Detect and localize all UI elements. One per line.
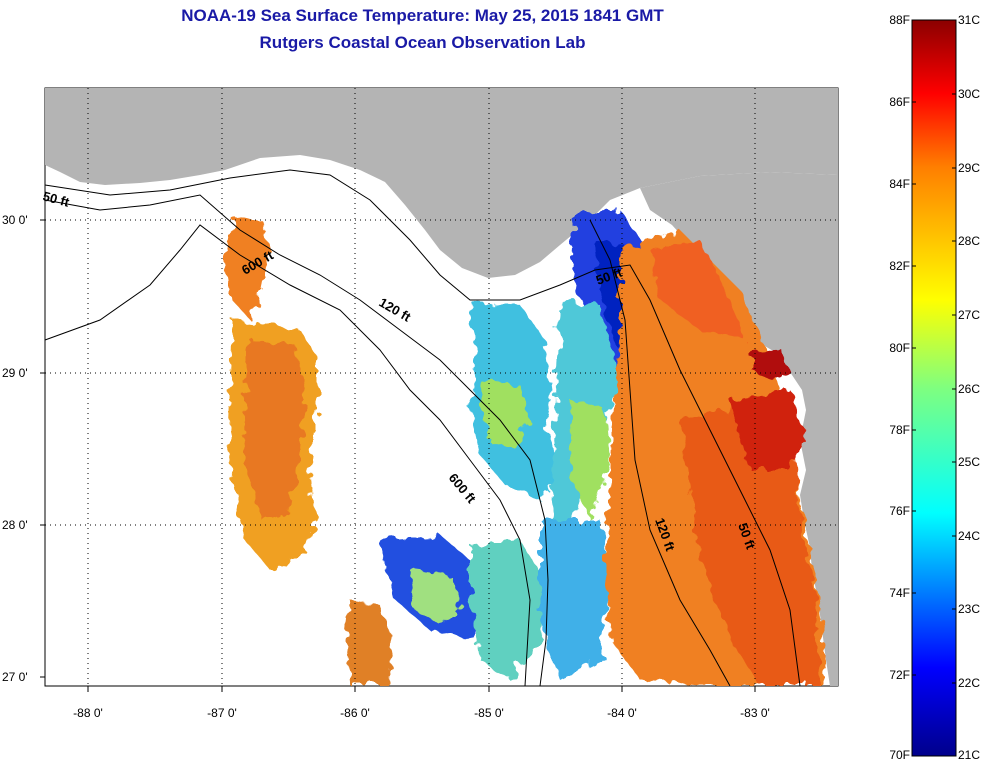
colorbar-label-f: 84F [889,177,910,191]
map-subtitle: Rutgers Coastal Ocean Observation Lab [259,33,586,52]
colorbar-label-c: 30C [958,87,981,101]
colorbar-label-f: 88F [889,13,910,27]
colorbar [911,19,957,757]
colorbar-label-c: 28C [958,234,981,248]
colorbar-label-c: 26C [958,382,981,396]
lon-label: -83 0' [740,706,770,720]
lat-label: 29 0' [2,366,28,380]
land-florida [640,172,838,686]
colorbar-label-c: 23C [958,602,981,616]
colorbar-label-c: 29C [958,161,981,175]
colorbar-label-f: 70F [889,748,910,762]
graticule [45,88,838,686]
colorbar-label-c: 21C [958,748,981,762]
land-northern-coast [45,88,838,278]
colorbar-ticks [912,93,956,684]
axis-ticks [40,219,756,692]
sst-patches [225,210,826,686]
colorbar-label-f: 82F [889,259,910,273]
lat-label: 27 0' [2,670,28,684]
lon-label: -84 0' [607,706,637,720]
bathymetry-contours [44,169,801,687]
lat-label: 28 0' [2,518,28,532]
map-title: NOAA-19 Sea Surface Temperature: May 25,… [181,6,664,25]
colorbar-label-c: 25C [958,455,981,469]
lon-label: -88 0' [73,706,103,720]
contour-label: 50 ft [41,188,71,210]
colorbar-label-f: 86F [889,95,910,109]
lat-label: 30 0' [2,213,28,227]
colorbar-label-f: 74F [889,586,910,600]
lon-label: -86 0' [340,706,370,720]
colorbar-label-f: 78F [889,423,910,437]
colorbar-label-c: 22C [958,676,981,690]
colorbar-label-c: 31C [958,13,981,27]
lon-label: -85 0' [474,706,504,720]
colorbar-label-c: 27C [958,308,981,322]
colorbar-label-f: 76F [889,504,910,518]
lon-label: -87 0' [207,706,237,720]
colorbar-label-f: 72F [889,668,910,682]
colorbar-label-c: 24C [958,529,981,543]
colorbar-label-f: 80F [889,341,910,355]
